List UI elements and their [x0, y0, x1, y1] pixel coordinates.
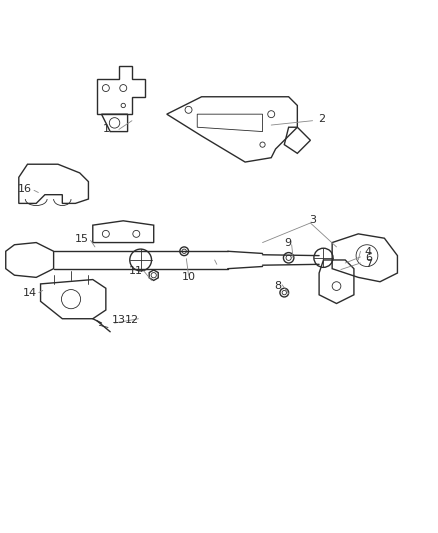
- Text: 3: 3: [309, 215, 316, 225]
- Text: 12: 12: [125, 314, 139, 325]
- Text: 9: 9: [284, 238, 291, 247]
- Text: 1: 1: [102, 124, 110, 134]
- Text: 13: 13: [112, 314, 126, 325]
- Text: 14: 14: [23, 288, 37, 298]
- Text: 6: 6: [365, 253, 372, 263]
- Text: 4: 4: [365, 247, 372, 257]
- Text: 2: 2: [318, 115, 325, 124]
- Text: 16: 16: [18, 184, 32, 194]
- Text: 7: 7: [365, 259, 372, 269]
- Text: 10: 10: [181, 272, 195, 282]
- Text: 8: 8: [274, 281, 281, 291]
- Text: 11: 11: [129, 266, 143, 276]
- Text: 15: 15: [75, 234, 89, 244]
